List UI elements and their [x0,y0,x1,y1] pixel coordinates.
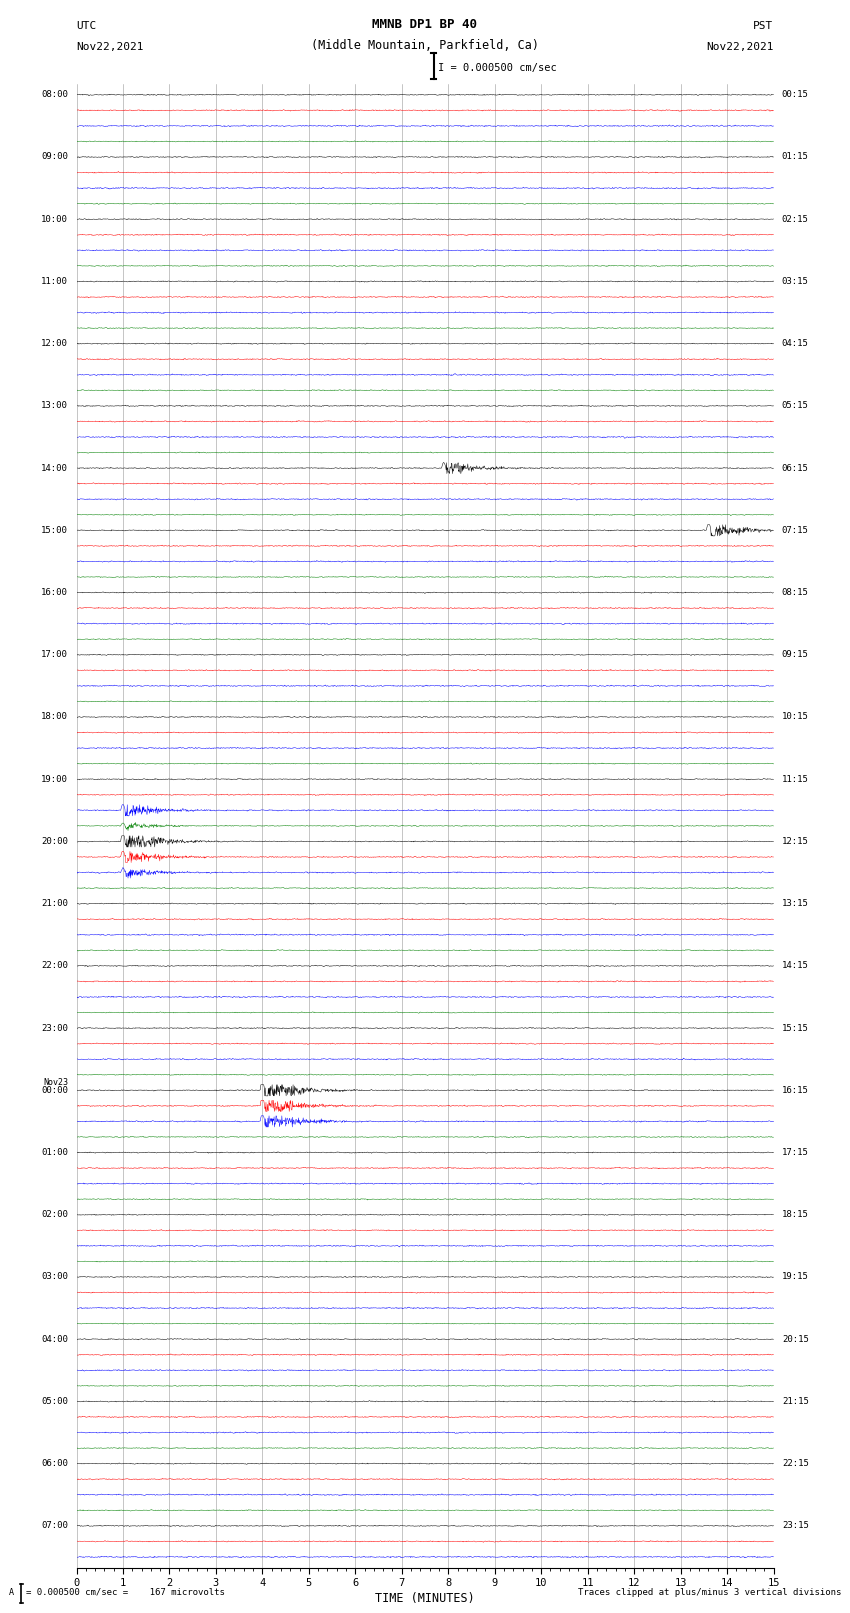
Text: 12:00: 12:00 [42,339,68,348]
Text: Nov22,2021: Nov22,2021 [706,42,774,52]
Text: Traces clipped at plus/minus 3 vertical divisions: Traces clipped at plus/minus 3 vertical … [578,1587,842,1597]
Text: 22:00: 22:00 [42,961,68,971]
Text: 15:00: 15:00 [42,526,68,536]
Text: 21:00: 21:00 [42,898,68,908]
Text: 22:15: 22:15 [782,1460,808,1468]
Text: 23:15: 23:15 [782,1521,808,1531]
Text: 19:15: 19:15 [782,1273,808,1281]
Text: = 0.000500 cm/sec =    167 microvolts: = 0.000500 cm/sec = 167 microvolts [26,1587,224,1597]
Text: 17:00: 17:00 [42,650,68,660]
Text: 20:00: 20:00 [42,837,68,845]
Text: 06:00: 06:00 [42,1460,68,1468]
Text: 18:15: 18:15 [782,1210,808,1219]
Text: A: A [8,1587,14,1597]
Text: 02:00: 02:00 [42,1210,68,1219]
Text: 18:00: 18:00 [42,713,68,721]
Text: 07:15: 07:15 [782,526,808,536]
X-axis label: TIME (MINUTES): TIME (MINUTES) [375,1592,475,1605]
Text: 11:15: 11:15 [782,774,808,784]
Text: 16:15: 16:15 [782,1086,808,1095]
Text: 12:15: 12:15 [782,837,808,845]
Text: 08:15: 08:15 [782,589,808,597]
Text: 08:00: 08:00 [42,90,68,100]
Text: 13:15: 13:15 [782,898,808,908]
Text: 09:15: 09:15 [782,650,808,660]
Text: 14:15: 14:15 [782,961,808,971]
Text: 00:15: 00:15 [782,90,808,100]
Text: 19:00: 19:00 [42,774,68,784]
Text: 21:15: 21:15 [782,1397,808,1407]
Text: 23:00: 23:00 [42,1024,68,1032]
Text: 10:00: 10:00 [42,215,68,224]
Text: 17:15: 17:15 [782,1148,808,1157]
Text: 10:15: 10:15 [782,713,808,721]
Text: 03:00: 03:00 [42,1273,68,1281]
Text: 07:00: 07:00 [42,1521,68,1531]
Text: 01:00: 01:00 [42,1148,68,1157]
Text: 04:15: 04:15 [782,339,808,348]
Text: 13:00: 13:00 [42,402,68,410]
Text: 06:15: 06:15 [782,463,808,473]
Text: 03:15: 03:15 [782,277,808,286]
Text: MMNB DP1 BP 40: MMNB DP1 BP 40 [372,18,478,31]
Text: 09:00: 09:00 [42,153,68,161]
Text: 20:15: 20:15 [782,1334,808,1344]
Text: (Middle Mountain, Parkfield, Ca): (Middle Mountain, Parkfield, Ca) [311,39,539,52]
Text: 01:15: 01:15 [782,153,808,161]
Text: I = 0.000500 cm/sec: I = 0.000500 cm/sec [438,63,557,73]
Text: UTC: UTC [76,21,97,31]
Text: 05:15: 05:15 [782,402,808,410]
Text: 14:00: 14:00 [42,463,68,473]
Text: Nov22,2021: Nov22,2021 [76,42,144,52]
Text: 00:00: 00:00 [42,1086,68,1095]
Text: 02:15: 02:15 [782,215,808,224]
Text: PST: PST [753,21,774,31]
Text: 04:00: 04:00 [42,1334,68,1344]
Text: 15:15: 15:15 [782,1024,808,1032]
Text: Nov23: Nov23 [43,1077,68,1087]
Text: 11:00: 11:00 [42,277,68,286]
Text: 05:00: 05:00 [42,1397,68,1407]
Text: 16:00: 16:00 [42,589,68,597]
